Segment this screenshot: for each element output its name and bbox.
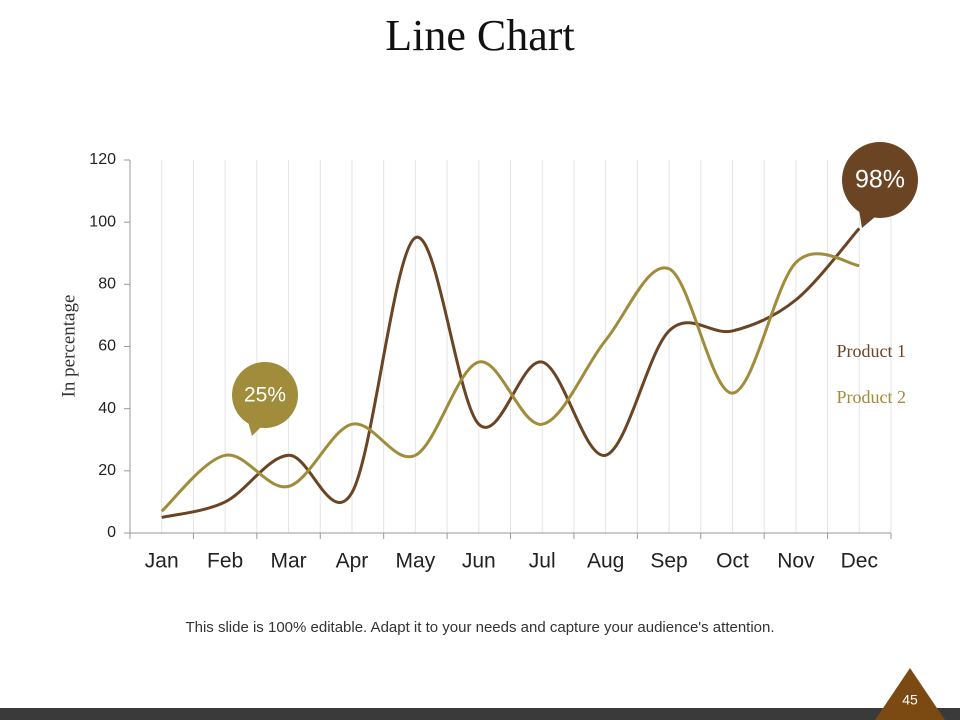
x-tick-label: Dec xyxy=(841,550,878,573)
x-tick-label: Feb xyxy=(207,550,243,573)
page-number: 45 xyxy=(902,692,918,708)
footer-bar xyxy=(0,708,960,720)
x-tick-label: Mar xyxy=(270,550,306,573)
legend-entry: Product 1 xyxy=(837,341,907,361)
y-tick-label: 120 xyxy=(89,151,116,168)
y-tick-label: 100 xyxy=(89,213,116,230)
x-tick-label: Nov xyxy=(777,550,815,573)
y-tick-label: 0 xyxy=(107,524,116,541)
x-tick-label: Oct xyxy=(716,550,749,573)
x-tick-label: Jan xyxy=(145,550,179,573)
callout-bubble xyxy=(842,142,918,218)
callout-label: 25% xyxy=(244,384,286,407)
callout-label: 98% xyxy=(855,166,905,194)
chart-title: Line Chart xyxy=(385,11,574,60)
x-tick-label: Apr xyxy=(336,550,369,573)
x-tick-label: Jul xyxy=(529,550,556,573)
page-badge xyxy=(875,668,945,720)
callout-tail xyxy=(245,411,264,436)
x-tick-label: Sep xyxy=(650,550,687,573)
y-axis-label: In percentage xyxy=(58,295,79,398)
y-tick-label: 60 xyxy=(98,338,116,355)
line-series xyxy=(160,252,860,513)
callout-tail xyxy=(857,199,879,228)
x-tick-label: Jun xyxy=(462,550,496,573)
y-tick-label: 40 xyxy=(98,400,116,417)
legend-entry: Product 2 xyxy=(837,387,907,407)
y-tick-label: 80 xyxy=(98,276,116,293)
footnote: This slide is 100% editable. Adapt it to… xyxy=(185,619,774,636)
x-tick-label: May xyxy=(396,550,436,573)
x-tick-label: Aug xyxy=(587,550,624,573)
y-tick-label: 20 xyxy=(98,462,116,479)
line-series xyxy=(161,227,861,519)
callout-bubble xyxy=(232,362,298,428)
